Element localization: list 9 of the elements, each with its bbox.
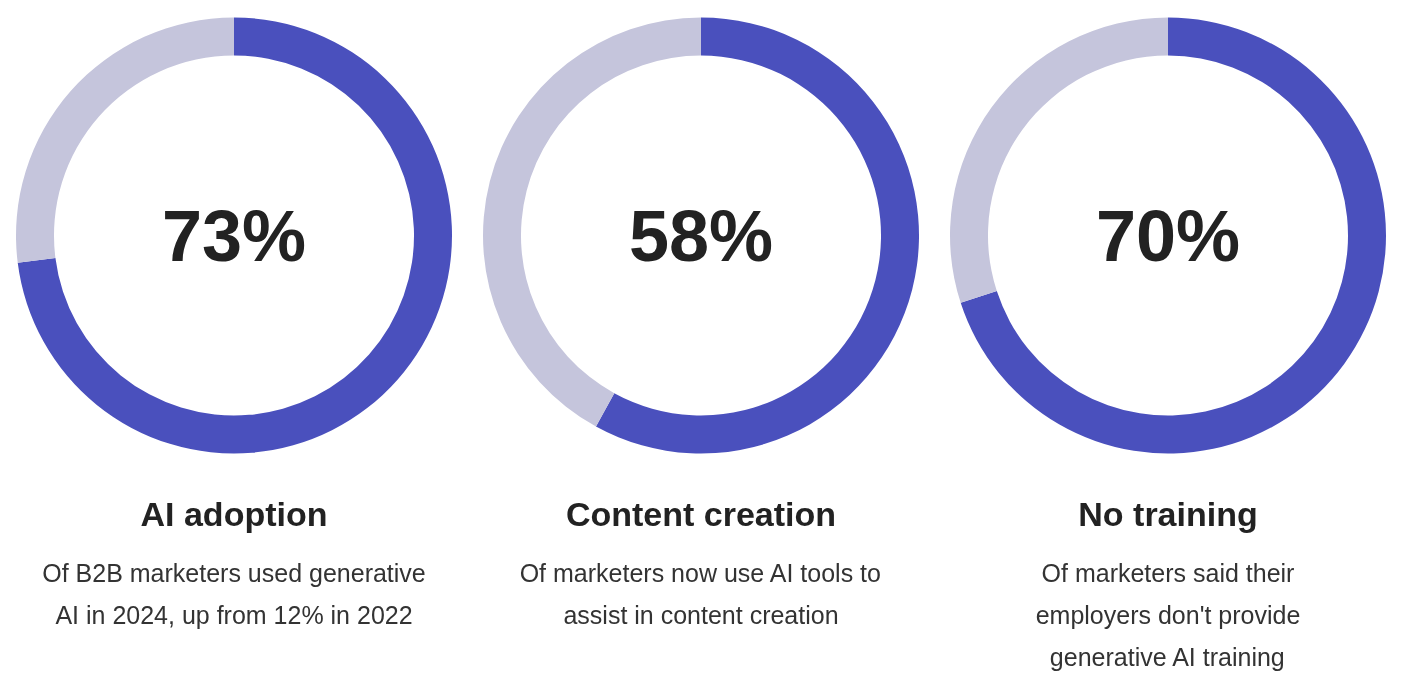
text: Of marketers now use AI tools to assist in content creation bbox=[519, 558, 881, 629]
text: No training bbox=[1078, 494, 1258, 533]
text: 70% bbox=[1095, 195, 1241, 276]
text: Of marketers said their employers don't provide generative AI training bbox=[1035, 558, 1301, 671]
text: 73% bbox=[161, 195, 307, 276]
text: AI adoption bbox=[140, 494, 328, 533]
text: Content creation bbox=[565, 494, 837, 533]
text: 58% bbox=[628, 195, 774, 276]
text: Of B2B marketers used generative AI in 2024, up from 12% in 2022 bbox=[42, 558, 426, 629]
